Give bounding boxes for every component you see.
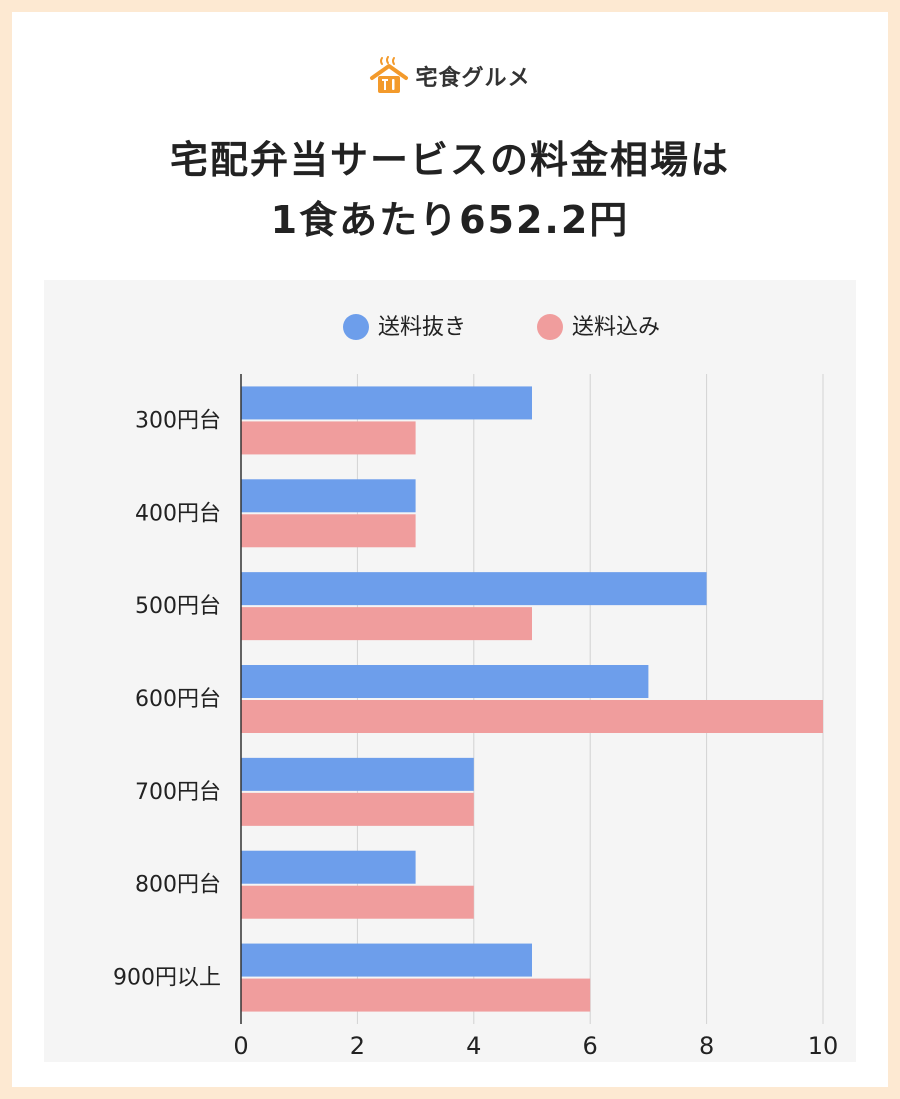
x-tick-label: 4: [466, 1032, 481, 1060]
category-label: 600円台: [135, 687, 221, 712]
x-tick-label: 0: [233, 1032, 248, 1060]
bar: [241, 792, 474, 826]
bar: [241, 850, 416, 884]
brand-header: 宅食グルメ: [12, 56, 888, 96]
legend-marker: [343, 314, 369, 340]
infographic-card: 宅食グルメ 宅配弁当サービスの料金相場は 1食あたり652.2円 300円台 40…: [12, 12, 888, 1087]
title-line-2: 1食あたり652.2円: [270, 198, 630, 242]
bar: [241, 386, 532, 420]
bar: [241, 607, 532, 641]
legend-label: 送料抜き: [378, 315, 466, 340]
house-with-fork-knife-icon: [370, 56, 409, 93]
category-label: 900円以上: [113, 966, 221, 991]
bar-chart: 300円台 400円台 500円台 600円台 700円台 800円台 900円以上 0 2 4 6…: [113, 314, 839, 1060]
category-label: 300円台: [135, 408, 221, 433]
bar: [241, 572, 707, 606]
category-label: 500円台: [135, 594, 221, 619]
x-tick-label: 6: [583, 1032, 598, 1060]
brand-name: 宅食グルメ: [415, 66, 531, 91]
bar: [241, 514, 416, 548]
bar: [241, 665, 649, 698]
category-label: 400円台: [135, 501, 221, 526]
bar: [241, 421, 416, 455]
legend-marker: [537, 314, 563, 340]
x-tick-label: 2: [350, 1032, 365, 1060]
bar: [241, 757, 474, 791]
title-line-1: 宅配弁当サービスの料金相場は: [169, 138, 730, 182]
page-title: 宅配弁当サービスの料金相場は 1食あたり652.2円: [12, 130, 888, 250]
legend-label: 送料込み: [572, 315, 660, 340]
x-tick-label: 8: [699, 1032, 714, 1060]
category-label: 700円台: [135, 780, 221, 805]
bar: [241, 700, 823, 733]
category-label: 800円台: [135, 873, 221, 898]
x-tick-label: 10: [808, 1032, 839, 1060]
bar: [241, 885, 474, 919]
chart-panel: 300円台 400円台 500円台 600円台 700円台 800円台 900円以上 0 2 4 6…: [44, 280, 856, 1062]
bar: [241, 943, 532, 977]
bar: [241, 978, 591, 1012]
bar: [241, 479, 416, 513]
